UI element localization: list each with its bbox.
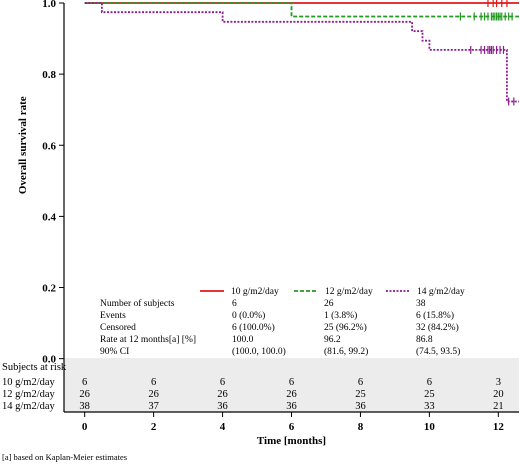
- at-risk-value: 6: [427, 377, 432, 388]
- series-line-2: [84, 2, 519, 18]
- x-axis-title: Time [months]: [257, 435, 326, 447]
- stats-cell: 86.8: [416, 335, 433, 345]
- at-risk-value: 6: [358, 377, 363, 388]
- y-tick-label: 0.6: [42, 140, 56, 152]
- stats-cell: 25 (96.2%): [324, 322, 367, 333]
- stats-cell: 1 (3.8%): [324, 310, 357, 321]
- stats-cell: 6 (15.8%): [416, 310, 454, 321]
- at-risk-value: 20: [493, 389, 504, 400]
- stats-row-label: Number of subjects: [100, 298, 175, 309]
- stats-cell: 26: [324, 299, 334, 309]
- stats-cell: 0 (0.0%): [232, 310, 265, 321]
- x-tick-label: 2: [151, 421, 157, 433]
- at-risk-value: 6: [82, 377, 87, 388]
- at-risk-value: 36: [355, 401, 366, 412]
- stats-cell: 38: [416, 299, 426, 309]
- at-risk-value: 38: [79, 401, 90, 412]
- at-risk-value: 26: [148, 389, 159, 400]
- at-risk-value: 37: [148, 401, 159, 412]
- at-risk-value: 21: [493, 401, 504, 412]
- at-risk-value: 26: [79, 389, 90, 400]
- series-line-3: [84, 2, 519, 103]
- footnote: [a] based on Kaplan-Meier estimates: [2, 452, 128, 462]
- x-tick-label: 12: [493, 421, 505, 433]
- y-tick-label: 0.8: [42, 69, 56, 81]
- at-risk-value: 33: [424, 401, 435, 412]
- legend: 10 g/m2/day 12 g/m2/day 14 g/m2/day: [200, 287, 465, 297]
- y-tick-label: 1.0: [42, 0, 56, 10]
- y-tick-label: 0.2: [42, 283, 56, 295]
- stats-row-label: 90% CI: [100, 347, 129, 357]
- axes: 0.0 0.2 0.4 0.6 0.8 1.0 0 2 4 6 8 10 12 Time [months]…: [17, 0, 519, 447]
- at-risk-value: 6: [151, 377, 156, 388]
- at-risk-value: 36: [217, 401, 228, 412]
- x-tick-label: 8: [358, 421, 364, 433]
- at-risk-value: 25: [355, 389, 366, 400]
- at-risk-value: 26: [286, 389, 297, 400]
- at-risk-value: 3: [496, 377, 501, 388]
- stats-cell: 6 (100.0%): [232, 322, 275, 333]
- at-risk-value: 6: [289, 377, 294, 388]
- y-axis-title: Overall survival rate: [17, 96, 29, 194]
- y-tick-label: 0.4: [42, 211, 56, 223]
- stats-cell: (100.0, 100.0): [232, 346, 286, 357]
- legend-label: 10 g/m2/day: [231, 287, 279, 297]
- at-risk-table: Subjects at risk 10 g/m2/day 6 6 6 6 6 6 3 12 g/m…: [2, 362, 504, 412]
- at-risk-row-label: 12 g/m2/day: [2, 389, 56, 400]
- at-risk-row-label: 14 g/m2/day: [2, 401, 56, 412]
- stats-cell: (81.6, 99.2): [324, 346, 368, 357]
- x-tick-label: 6: [289, 421, 295, 433]
- stats-row-label: Censored: [100, 323, 136, 333]
- y-tick-label: 0.0: [42, 354, 56, 366]
- legend-label: 14 g/m2/day: [417, 287, 465, 297]
- x-tick-label: 0: [82, 421, 88, 433]
- at-risk-value: 25: [424, 389, 435, 400]
- stats-cell: 100.0: [232, 335, 254, 345]
- at-risk-value: 6: [220, 377, 225, 388]
- stats-cell: 96.2: [324, 335, 341, 345]
- stats-row-label: Events: [100, 311, 126, 321]
- at-risk-value: 36: [286, 401, 297, 412]
- x-tick-label: 4: [220, 421, 226, 433]
- stats-cell: 6: [232, 299, 237, 309]
- at-risk-band: [64, 358, 519, 412]
- legend-label: 12 g/m2/day: [325, 287, 373, 297]
- x-tick-label: 10: [424, 421, 436, 433]
- stats-row-label: Rate at 12 months[a] [%]: [100, 335, 196, 345]
- plot-marks: [84, 0, 519, 106]
- at-risk-value: 26: [217, 389, 228, 400]
- stats-cell: (74.5, 93.5): [416, 346, 460, 357]
- at-risk-row-label: 10 g/m2/day: [2, 377, 56, 388]
- at-risk-title: Subjects at risk: [2, 362, 67, 373]
- stats-cell: 32 (84.2%): [416, 322, 459, 333]
- stats-table: Number of subjects 6 26 38 Events 0 (0.0%) 1 (…: [100, 298, 460, 357]
